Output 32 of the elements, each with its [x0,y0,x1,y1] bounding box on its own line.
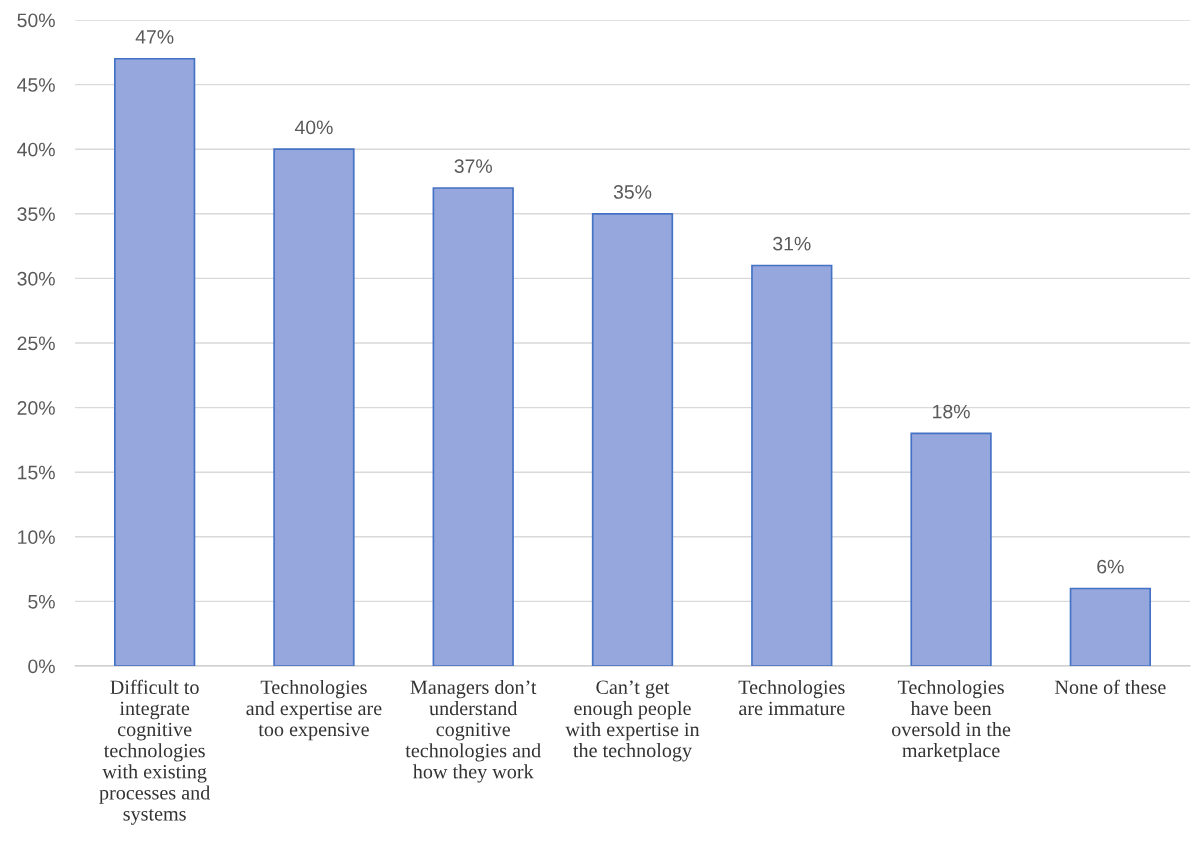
x-tick-label: Technologies are immature [738,679,845,716]
data-label: 40% [294,120,333,135]
bar [1069,587,1152,666]
y-tick-label: 40% [17,142,55,157]
x-tick-label: Managers don’t understand cognitive technologies and how they work [405,679,541,783]
x-tick-label: Technologies and expertise are too expensive [246,679,382,741]
x-tick-label: Technologies have been oversold in the marketplace [891,679,1011,762]
x-tick-label: Can’t get enough people with expertise in the technology [565,680,700,762]
bar [273,148,355,666]
data-label: 6% [1097,559,1124,574]
bar [591,212,674,666]
bar [910,432,992,666]
y-tick-label: 45% [17,78,55,92]
y-tick-label: 15% [18,465,55,480]
bar [432,187,514,666]
y-tick-label: 50% [17,13,55,28]
data-label: 31% [773,236,811,251]
data-label: 47% [135,30,174,44]
bar [113,57,196,666]
bar [751,264,833,666]
y-tick-label: 5% [28,594,55,609]
y-tick-label: 25% [17,336,55,351]
y-tick-label: 35% [17,207,55,222]
data-label: 35% [613,185,652,199]
x-tick-label: Difficult to integrate cognitive technologies with existing processes and systems [99,679,211,825]
data-label: 37% [454,159,492,174]
y-tick-label: 10% [18,530,55,545]
data-label: 18% [933,404,970,419]
y-tick-label: 20% [17,401,55,415]
y-tick-label: 0% [28,659,55,674]
y-tick-label: 30% [17,271,55,286]
x-tick-label: None of these [1055,679,1166,695]
